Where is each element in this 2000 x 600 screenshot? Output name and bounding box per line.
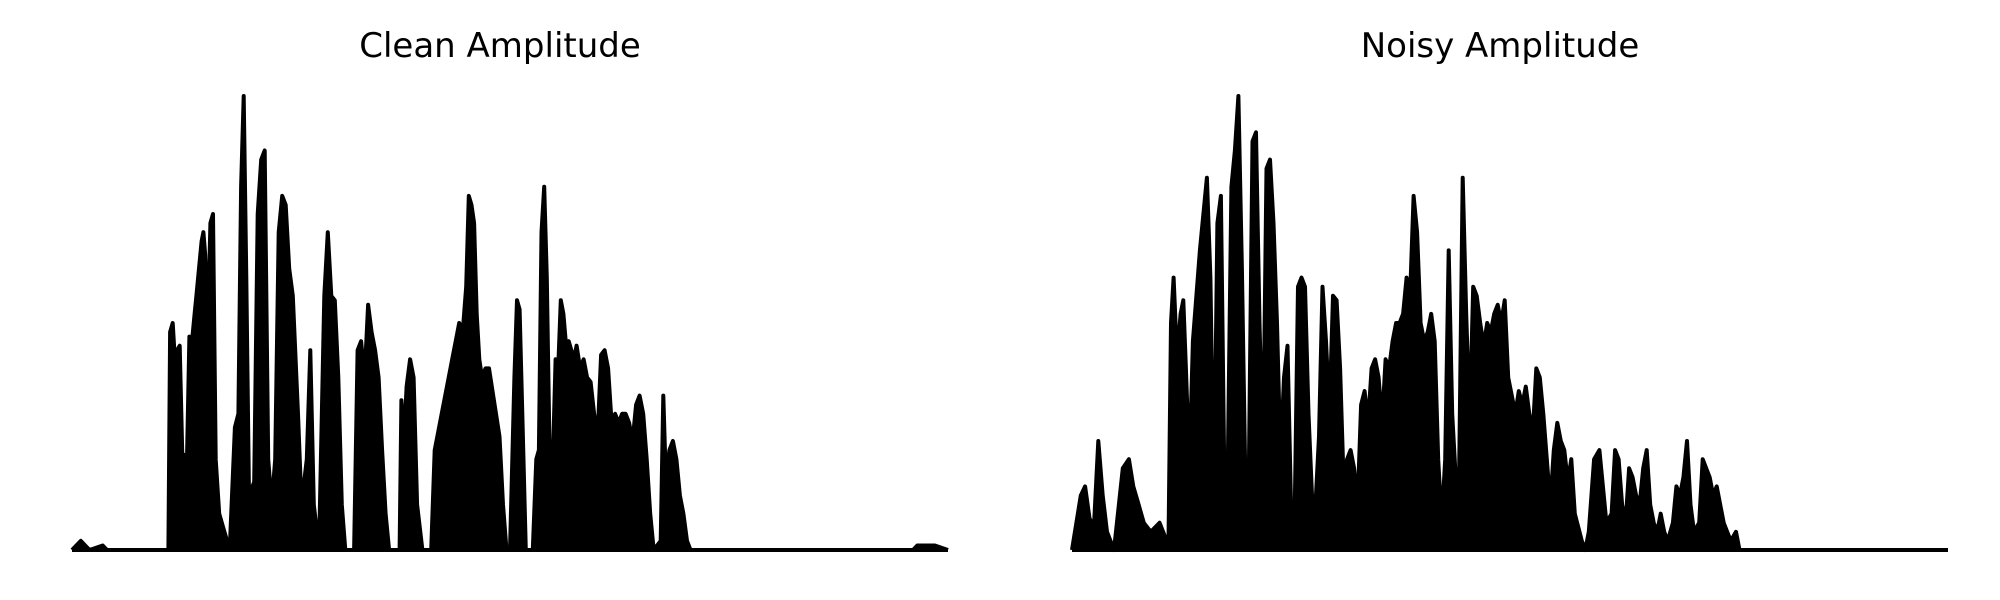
chart-title: Noisy Amplitude: [1360, 26, 1640, 66]
amplitude-area: [72, 96, 948, 550]
clean-amplitude-panel: Clean Amplitude: [70, 26, 949, 552]
clean-amplitude-plot: [70, 94, 949, 552]
noisy-amplitude-plot: [1070, 94, 1948, 552]
noisy-amplitude-panel: Noisy Amplitude: [1000, 0, 2000, 600]
amplitude-line: [1070, 94, 1948, 552]
amplitude-line: [70, 94, 949, 552]
amplitude-area: [1072, 96, 1948, 550]
chart-title: Clean Amplitude: [359, 26, 641, 66]
